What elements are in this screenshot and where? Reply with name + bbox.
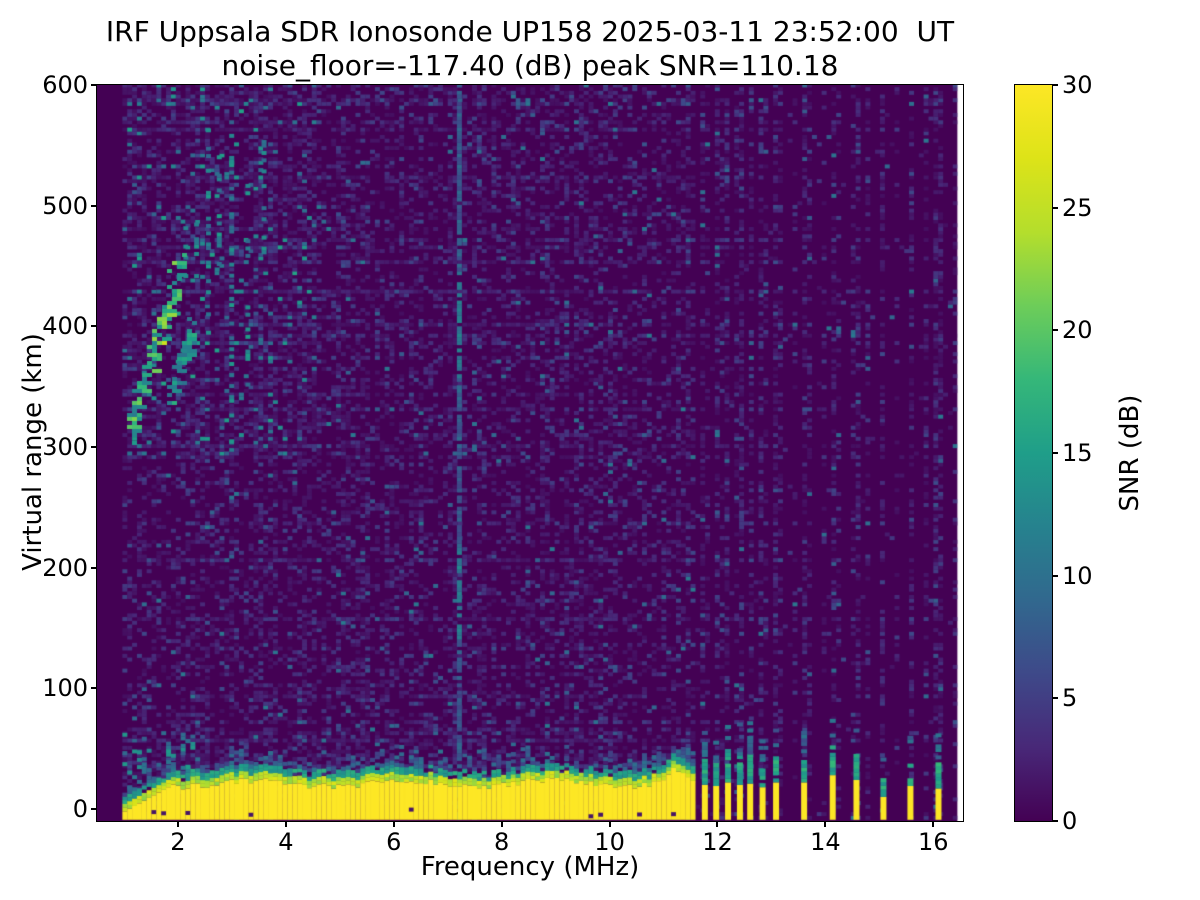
x-tick-label: 14 xyxy=(810,828,841,856)
y-tick-mark xyxy=(91,445,96,448)
x-tick-label: 12 xyxy=(702,828,733,856)
y-tick-label: 0 xyxy=(72,794,88,823)
colorbar xyxy=(1014,84,1053,822)
x-tick-label: 2 xyxy=(170,828,186,856)
colorbar-tick-label: 5 xyxy=(1062,684,1078,713)
y-tick-label: 300 xyxy=(42,432,88,461)
y-tick-label: 500 xyxy=(42,191,88,220)
y-tick-mark xyxy=(91,687,96,690)
colorbar-tick-label: 10 xyxy=(1062,561,1093,590)
x-tick-label: 6 xyxy=(386,828,402,856)
colorbar-tick-label: 20 xyxy=(1062,316,1093,345)
colorbar-tick-label: 15 xyxy=(1062,439,1093,467)
colorbar-tick-label: 25 xyxy=(1062,193,1093,222)
x-tick-mark xyxy=(176,822,179,827)
plot-subtitle: noise_floor=-117.40 (dB) peak SNR=110.18 xyxy=(221,49,839,82)
x-tick-label: 16 xyxy=(918,828,949,856)
colorbar-tick-mark xyxy=(1053,84,1058,86)
x-tick-mark xyxy=(500,822,503,827)
y-tick-label: 400 xyxy=(42,312,88,341)
colorbar-tick-label: 30 xyxy=(1062,71,1093,99)
x-tick-mark xyxy=(284,822,287,827)
plot-title: IRF Uppsala SDR Ionosonde UP158 2025-03-… xyxy=(105,15,955,48)
y-tick-label: 600 xyxy=(42,71,88,99)
x-tick-mark xyxy=(392,822,395,827)
colorbar-tick-mark xyxy=(1053,574,1058,577)
colorbar-tick-mark xyxy=(1053,329,1058,332)
x-tick-mark xyxy=(608,822,611,827)
y-tick-label: 200 xyxy=(42,553,88,582)
y-tick-mark xyxy=(91,204,96,207)
y-tick-mark xyxy=(91,566,96,569)
x-tick-mark xyxy=(824,822,827,827)
plot-area xyxy=(96,84,964,822)
y-tick-label: 100 xyxy=(42,674,88,703)
colorbar-tick-mark xyxy=(1053,452,1058,454)
heatmap-canvas xyxy=(97,85,963,821)
x-axis-label: Frequency (MHz) xyxy=(420,852,640,882)
colorbar-tick-label: 0 xyxy=(1062,807,1078,835)
x-tick-label: 4 xyxy=(278,828,294,856)
colorbar-tick-mark xyxy=(1053,697,1058,700)
x-tick-label: 10 xyxy=(594,828,625,856)
y-tick-mark xyxy=(91,807,96,810)
y-tick-mark xyxy=(91,325,96,328)
x-tick-label: 8 xyxy=(494,828,510,856)
colorbar-tick-mark xyxy=(1053,820,1058,822)
y-tick-mark xyxy=(91,84,96,86)
colorbar-gradient xyxy=(1015,85,1052,821)
colorbar-tick-mark xyxy=(1053,206,1058,209)
x-tick-mark xyxy=(716,822,719,827)
x-tick-mark xyxy=(932,822,935,827)
